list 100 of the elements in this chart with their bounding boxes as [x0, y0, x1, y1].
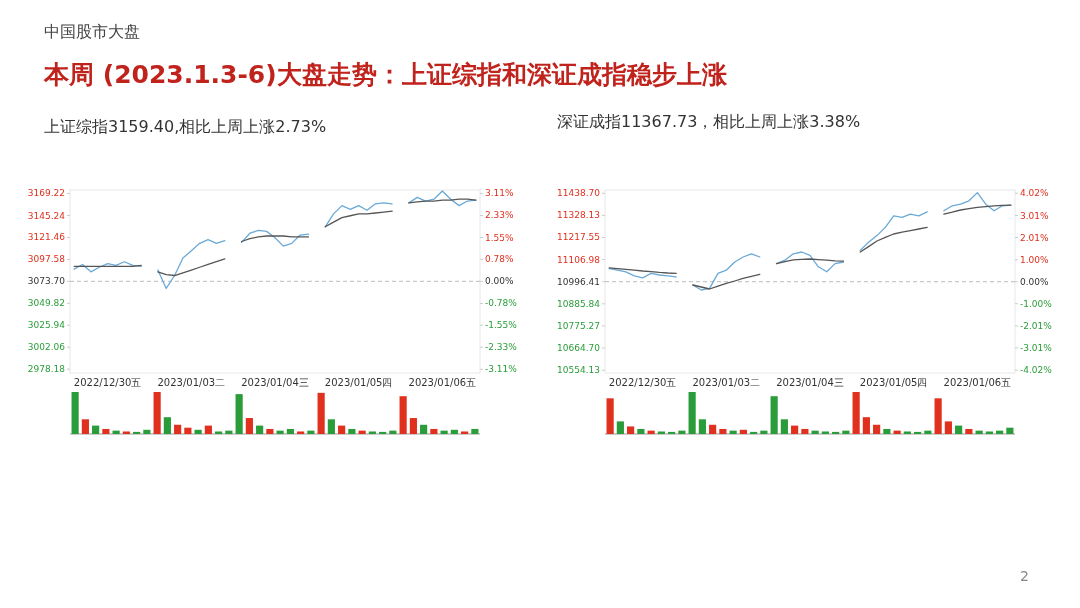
bar	[985, 431, 993, 434]
bar	[873, 424, 881, 434]
bar	[791, 425, 799, 434]
bar	[184, 427, 192, 434]
bar	[122, 431, 130, 434]
bar	[1006, 427, 1014, 434]
bar	[450, 429, 458, 434]
y2-tick-label: -0.78%	[485, 298, 518, 309]
bar	[657, 431, 665, 434]
y2-tick-label: 3.01%	[1020, 210, 1050, 221]
bar	[379, 431, 387, 434]
y-tick-label: 3121.46	[27, 232, 66, 243]
bar	[688, 392, 696, 434]
x-tick-label: 2023/01/03二	[157, 377, 226, 388]
y2-tick-label: -3.11%	[485, 364, 518, 375]
y-tick-label: 11438.70	[557, 188, 601, 199]
bar	[409, 418, 417, 434]
y-tick-label: 11106.98	[557, 254, 601, 265]
bar	[338, 425, 346, 434]
y2-tick-label: -2.33%	[485, 342, 518, 353]
y-tick-label: 3025.94	[27, 320, 66, 331]
y2-tick-label: -1.55%	[485, 320, 518, 331]
x-tick-label: 2023/01/05四	[859, 377, 928, 388]
x-tick-label: 2023/01/05四	[324, 377, 393, 388]
y2-tick-label: -2.01%	[1020, 320, 1053, 331]
x-tick-label: 2022/12/30五	[73, 377, 142, 388]
y-tick-label: 10664.70	[557, 343, 601, 354]
y2-tick-label: -1.00%	[1020, 298, 1053, 309]
y-tick-label: 10996.41	[557, 276, 600, 287]
bar	[955, 425, 963, 434]
bar	[698, 419, 706, 434]
bar	[399, 396, 407, 434]
bar	[327, 419, 335, 434]
bar	[143, 429, 151, 434]
text: 2	[1020, 568, 1029, 584]
bar	[163, 417, 171, 434]
bar	[368, 431, 376, 434]
y-tick-label: 10885.84	[557, 298, 601, 309]
bar	[204, 425, 212, 434]
y-tick-label: 3145.24	[27, 210, 66, 221]
y-tick-label: 3073.70	[27, 276, 66, 287]
bar	[903, 431, 911, 434]
bar	[215, 431, 223, 434]
x-tick-label: 2023/01/03二	[692, 377, 761, 388]
bar	[944, 421, 952, 434]
bar	[317, 392, 325, 434]
bar	[750, 431, 758, 434]
y-tick-label: 2978.18	[27, 364, 66, 375]
y-tick-label: 3169.22	[27, 188, 65, 199]
bar	[194, 429, 202, 434]
bar	[719, 428, 727, 434]
bar	[770, 396, 778, 434]
y2-tick-label: 0.78%	[485, 254, 515, 265]
bar	[286, 428, 294, 434]
y-tick-label: 3002.06	[27, 342, 66, 353]
bar	[852, 392, 860, 434]
y2-tick-label: 0.00%	[485, 276, 515, 287]
y2-tick-label: 0.00%	[1020, 276, 1050, 287]
bar	[780, 419, 788, 434]
x-tick-label: 2022/12/30五	[608, 377, 677, 388]
y-tick-label: 11217.55	[557, 232, 600, 243]
bar	[92, 425, 100, 434]
y-tick-label: 3097.58	[27, 254, 66, 265]
y-tick-label: 3049.82	[27, 298, 65, 309]
text: 中国股市大盘	[44, 22, 140, 43]
bar	[430, 428, 438, 434]
chart-title: 深证成指11367.73，相比上周上涨3.38%	[557, 112, 861, 133]
bar	[821, 431, 829, 434]
bar	[420, 424, 428, 434]
bar	[245, 418, 253, 434]
bar	[348, 428, 356, 434]
bar	[297, 431, 305, 434]
y2-tick-label: 1.55%	[485, 232, 515, 243]
bar	[934, 398, 942, 434]
bar	[883, 428, 891, 434]
bar	[627, 426, 635, 434]
y2-tick-label: -3.01%	[1020, 342, 1053, 353]
x-tick-label: 2023/01/06五	[943, 377, 1012, 388]
bar	[801, 428, 809, 434]
bar	[914, 431, 922, 434]
bar	[256, 425, 264, 434]
bar	[102, 428, 110, 434]
bar	[668, 431, 676, 434]
bar	[133, 431, 141, 434]
bar	[266, 428, 274, 434]
bar	[461, 431, 469, 434]
y2-tick-label: 2.01%	[1020, 232, 1050, 243]
x-tick-label: 2023/01/06五	[408, 377, 477, 388]
y-tick-label: 10775.27	[557, 320, 600, 331]
chart-title: 上证综指3159.40,相比上周上涨2.73%	[44, 117, 327, 138]
bar	[832, 431, 840, 434]
y2-tick-label: 4.02%	[1020, 188, 1050, 199]
bar	[862, 417, 870, 434]
bar	[71, 392, 79, 434]
bar	[606, 398, 614, 434]
bar	[235, 394, 243, 434]
text: 本周 (2023.1.3-6)大盘走势：上证综指和深证成指稳步上涨	[44, 59, 727, 91]
x-tick-label: 2023/01/04三	[241, 377, 309, 388]
y2-tick-label: 2.33%	[485, 210, 515, 221]
bar	[153, 392, 161, 434]
